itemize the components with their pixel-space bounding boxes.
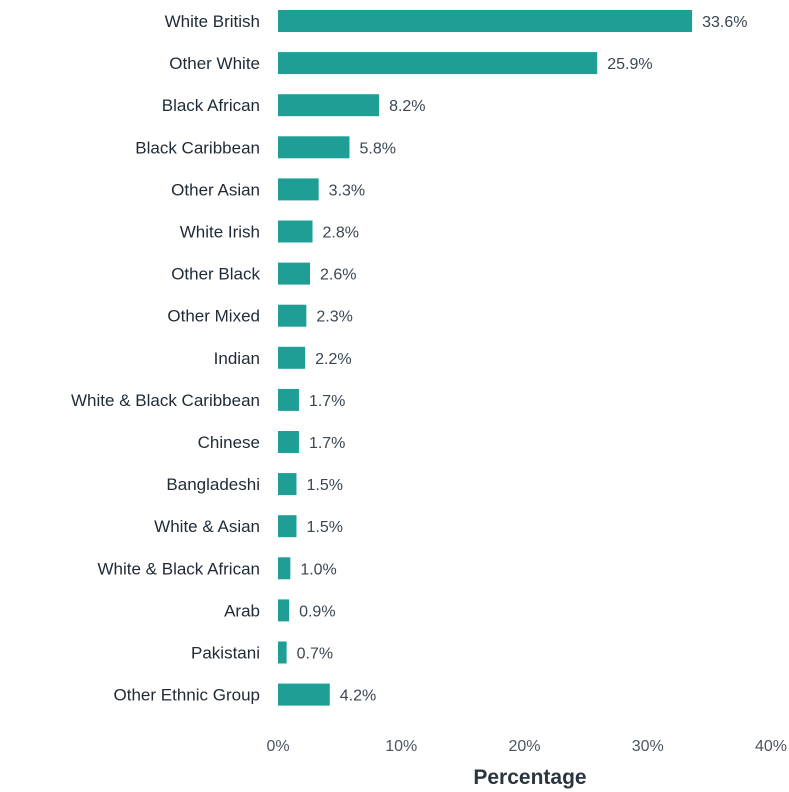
bar-other-asian xyxy=(278,178,319,201)
value-label: 8.2% xyxy=(389,98,425,115)
category-label: Other Asian xyxy=(171,180,260,199)
value-label: 1.7% xyxy=(309,393,345,410)
bar-white-irish xyxy=(278,220,313,243)
value-label: 1.0% xyxy=(300,561,336,578)
value-label: 0.9% xyxy=(299,603,335,620)
value-label: 5.8% xyxy=(359,140,395,157)
value-label: 2.6% xyxy=(320,267,356,284)
category-label: Other Mixed xyxy=(167,307,260,326)
bar-other-white xyxy=(278,52,598,75)
category-label: White Irish xyxy=(180,223,260,242)
bar-white-black-caribbean xyxy=(278,388,299,411)
x-axis-ticks: 0% 10% 20% 30% 40% xyxy=(266,738,787,755)
category-label: Pakistani xyxy=(191,644,260,663)
category-label: Bangladeshi xyxy=(166,475,260,494)
value-label: 2.8% xyxy=(323,225,359,242)
value-label: 2.3% xyxy=(316,309,352,326)
x-tick-label: 10% xyxy=(385,738,417,755)
bar-pakistani xyxy=(278,641,287,664)
category-label: White British xyxy=(165,12,260,31)
value-label: 4.2% xyxy=(340,688,376,705)
value-label: 1.5% xyxy=(306,519,342,536)
x-axis-title: Percentage xyxy=(473,766,586,789)
category-label: White & Black Caribbean xyxy=(71,391,260,410)
value-label: 33.6% xyxy=(702,14,747,31)
value-label: 0.7% xyxy=(297,646,333,663)
category-label: Black African xyxy=(162,96,260,115)
bar-other-black xyxy=(278,262,311,285)
bar-white-british xyxy=(278,10,693,32)
x-tick-label: 20% xyxy=(508,738,540,755)
value-label: 1.5% xyxy=(306,477,342,494)
bar-chinese xyxy=(278,431,299,453)
bar-white-asian xyxy=(278,515,297,538)
category-label: Arab xyxy=(224,601,260,620)
category-label: Other Black xyxy=(171,265,260,284)
value-labels: 33.6% 25.9% 8.2% 5.8% 3.3% 2.8% 2.6% 2.3% 2.2% 1.… xyxy=(297,14,748,705)
category-label: Indian xyxy=(214,349,260,368)
bar-arab xyxy=(278,599,290,622)
x-tick-label: 40% xyxy=(755,738,787,755)
category-label: Chinese xyxy=(198,433,260,452)
category-labels: White British Other White Black African Bla… xyxy=(71,12,260,705)
value-label: 2.2% xyxy=(315,351,351,368)
category-label: White & Asian xyxy=(154,517,260,536)
value-label: 25.9% xyxy=(607,56,652,73)
bar-indian xyxy=(278,346,306,369)
bar-other-mixed xyxy=(278,304,307,327)
x-tick-label: 30% xyxy=(632,738,664,755)
value-label: 1.7% xyxy=(309,435,345,452)
bar-bangladeshi xyxy=(278,473,297,496)
category-label: Black Caribbean xyxy=(135,138,260,157)
category-label: Other Ethnic Group xyxy=(114,686,260,705)
category-label: White & Black African xyxy=(97,559,260,578)
bars-group xyxy=(278,10,693,706)
bar-other-ethnic-group xyxy=(278,683,330,706)
bar-black-african xyxy=(278,94,380,117)
x-tick-label: 0% xyxy=(266,738,289,755)
bar-black-caribbean xyxy=(278,136,350,159)
category-label: Other White xyxy=(169,54,260,73)
value-label: 3.3% xyxy=(329,182,365,199)
bar-white-black-african xyxy=(278,557,291,580)
